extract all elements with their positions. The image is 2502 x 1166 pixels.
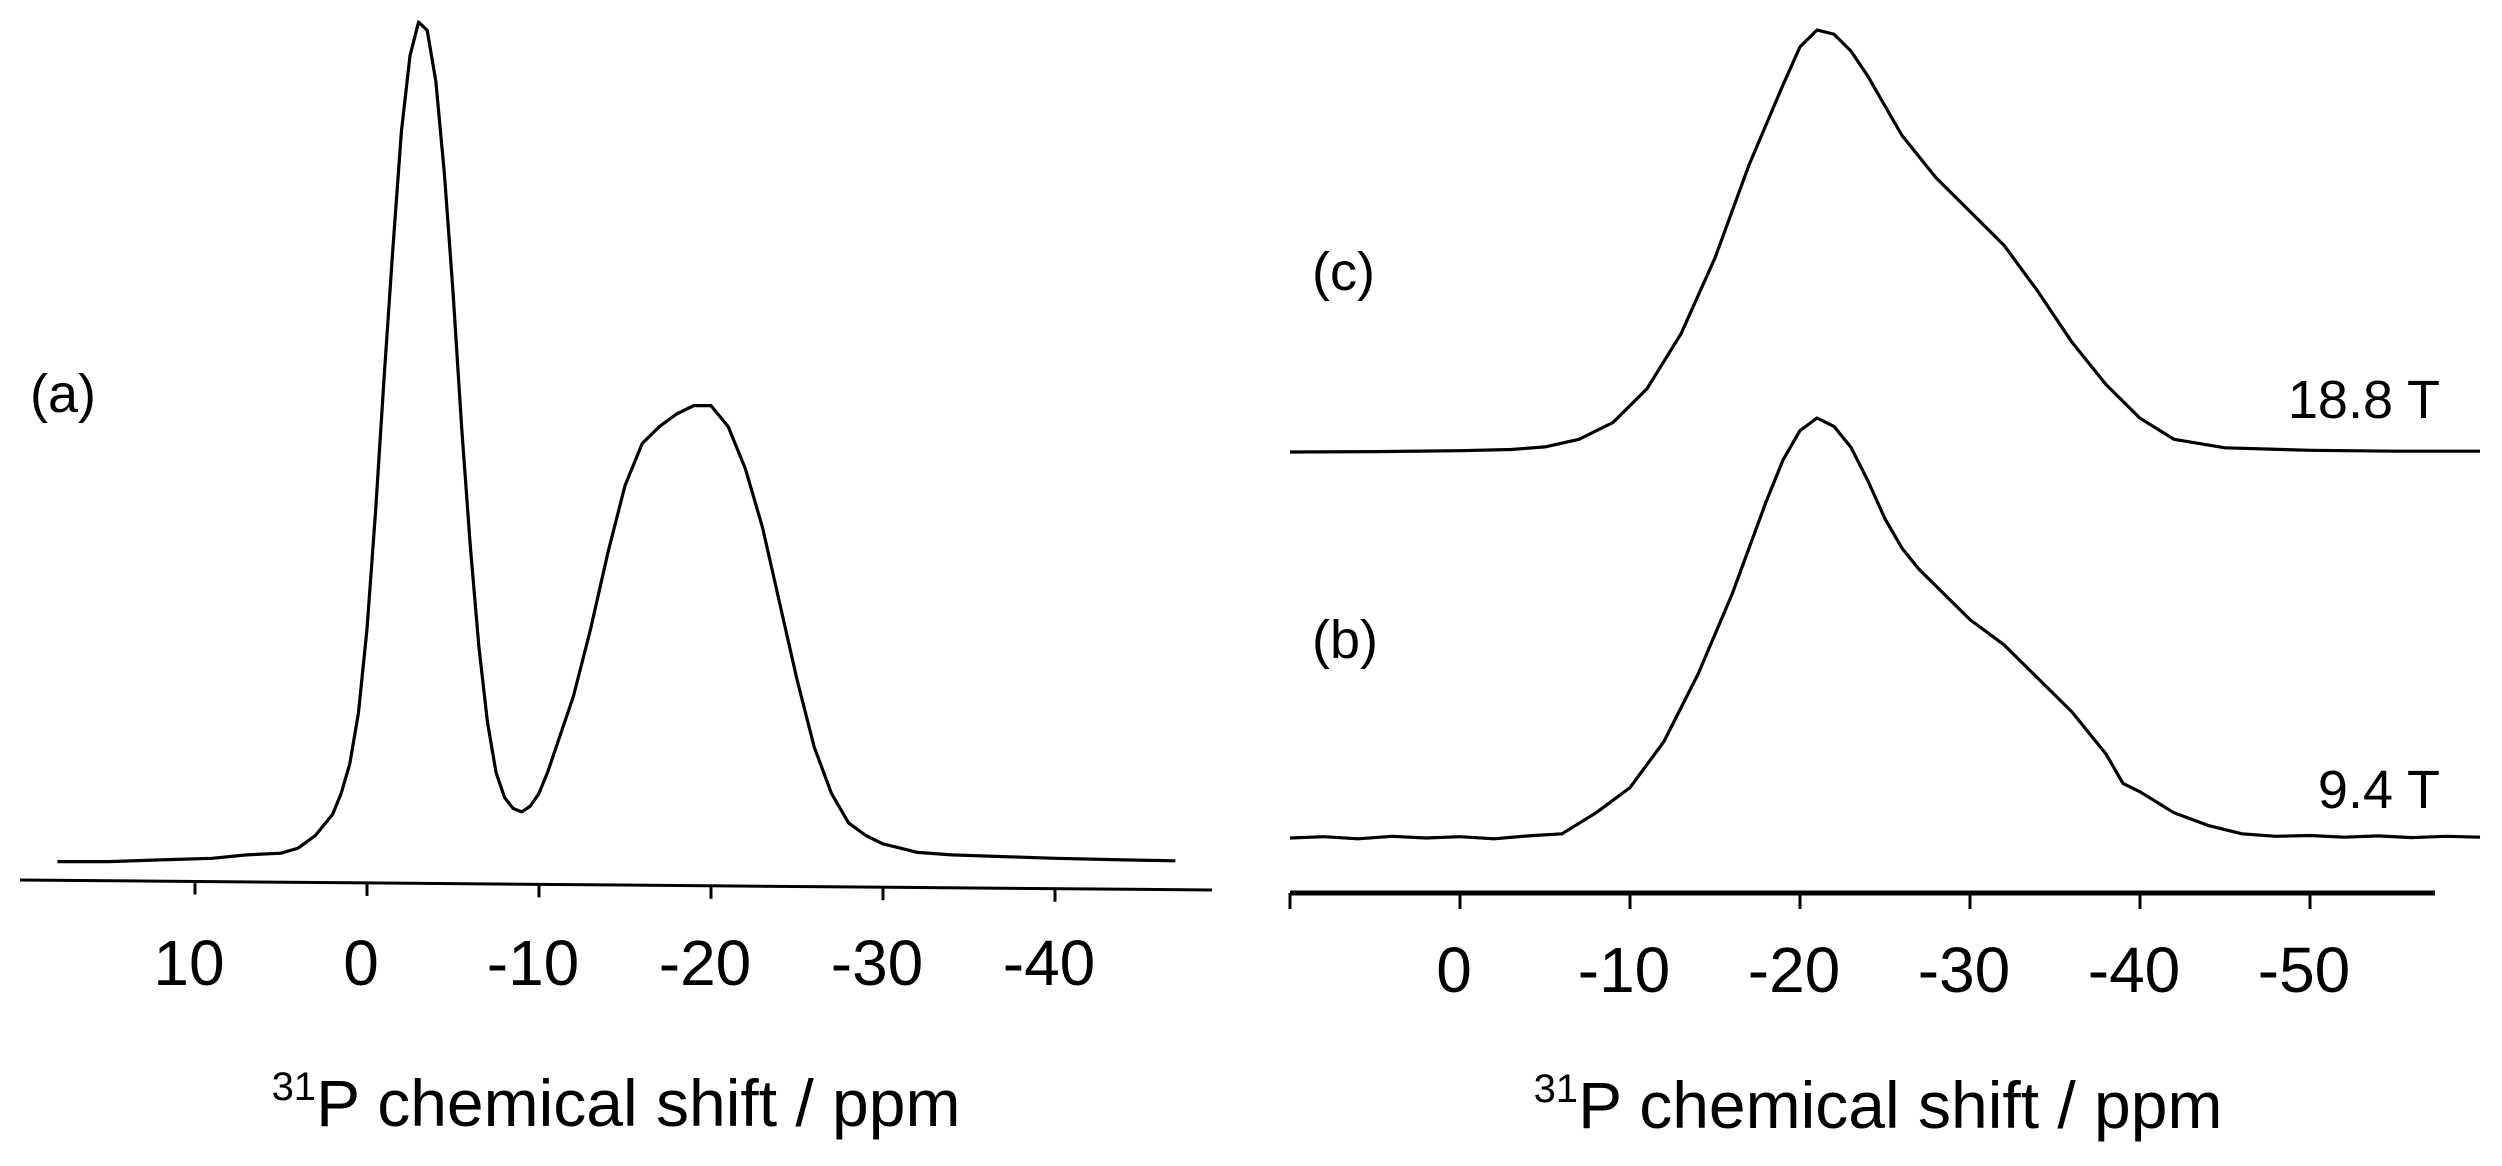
x-axis-a-tick-label: -20: [659, 927, 752, 999]
x-axis-a-tick-label: 0: [343, 927, 379, 999]
x-axis-title-a-sup: 31: [272, 1065, 317, 1109]
x-axis-a: [19, 878, 1213, 892]
spectrum-b-curve: [1289, 416, 2481, 841]
x-axis-bc-tick-label: -40: [2088, 934, 2181, 1006]
x-axis-a-tick-label: 10: [153, 927, 224, 999]
x-axis-bc-tick-label: 0: [1436, 934, 1472, 1006]
panel-bc: (c) (b) 18.8 T 9.4 T 0 -10 -20 -30 -40 -50 31…: [1288, 28, 2481, 1142]
x-axis-title-a-text: P chemical shift / ppm: [316, 1066, 960, 1140]
panel-a: (a) 10 0 -10 -20 -30 -40 31P chemical shift /…: [19, 20, 1213, 1140]
x-axis-title-a: 31P chemical shift / ppm: [272, 1065, 961, 1140]
panel-label-c: (c): [1312, 242, 1375, 302]
spectrum-c-curve: [1289, 28, 2480, 454]
x-ticks-bc: 0 -10 -20 -30 -40 -50: [1288, 893, 2351, 1006]
x-axis-a-tick-label: -30: [831, 927, 924, 999]
x-axis-a-tick-label: -10: [487, 927, 580, 999]
spectrum-a-curve: [57, 20, 1176, 864]
panel-label-b: (b): [1312, 610, 1378, 670]
panel-label-a: (a): [30, 364, 96, 424]
x-axis-title-bc-text: P chemical shift / ppm: [1578, 1068, 2222, 1142]
field-label-b: 9.4 T: [2318, 760, 2440, 820]
x-axis-bc-tick-label: -30: [1918, 934, 2011, 1006]
x-axis-title-bc: 31P chemical shift / ppm: [1534, 1067, 2223, 1142]
x-axis-bc-tick-label: -10: [1578, 934, 1671, 1006]
x-axis-a-tick-label: -40: [1003, 927, 1096, 999]
x-ticks-a: 10 0 -10 -20 -30 -40: [153, 881, 1095, 999]
x-axis-bc-tick-label: -20: [1748, 934, 1841, 1006]
field-label-c: 18.8 T: [2288, 370, 2440, 430]
x-axis-title-bc-sup: 31: [1534, 1067, 1579, 1111]
x-axis-bc-tick-label: -50: [2258, 934, 2351, 1006]
